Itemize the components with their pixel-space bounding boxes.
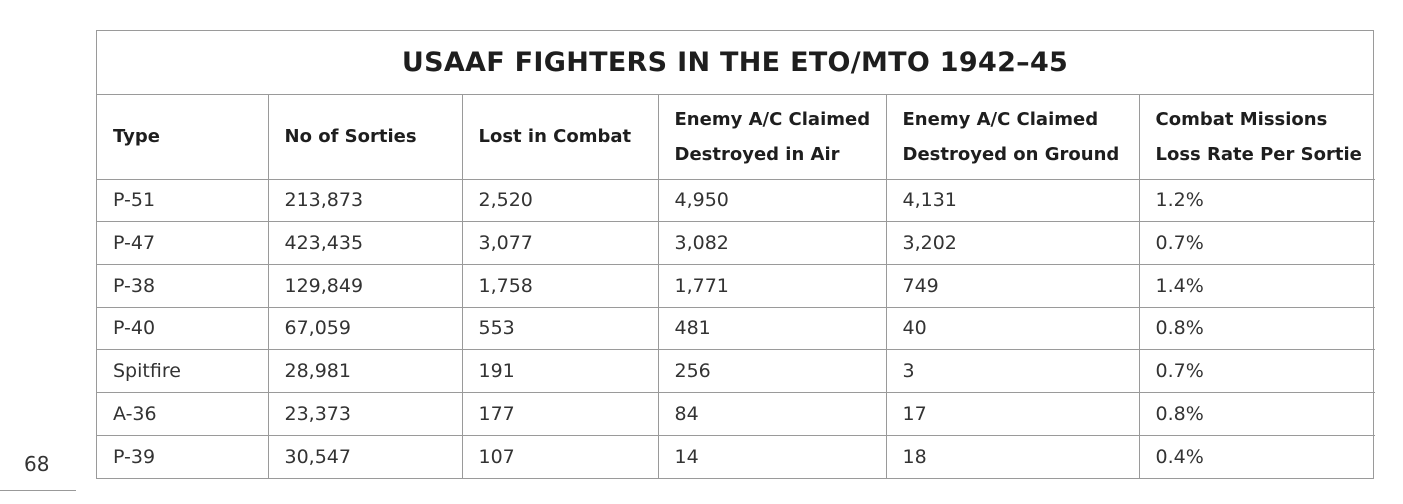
cell-air: 481 [658,307,887,351]
cell-sorties: 423,435 [268,221,463,265]
cell-loss-rate: 0.8% [1139,392,1375,436]
cell-air: 3,082 [658,221,887,265]
cell-loss-rate: 0.7% [1139,221,1375,265]
cell-ground: 3 [886,349,1140,393]
table-row: P-38 129,849 1,758 1,771 749 1.4% [97,264,1375,308]
cell-sorties: 129,849 [268,264,463,308]
table-row: Spitfire 28,981 191 256 3 0.7% [97,349,1375,393]
cell-lost: 2,520 [462,179,659,223]
cell-sorties: 30,547 [268,435,463,478]
cell-loss-rate: 1.4% [1139,264,1375,308]
header-lost-in-combat: Lost in Combat [462,95,659,180]
cell-lost: 3,077 [462,221,659,265]
cell-ground: 40 [886,307,1140,351]
header-type: Type [97,95,269,180]
header-sorties-line-1: No of Sorties [284,126,417,148]
cell-ground: 3,202 [886,221,1140,265]
page-number: 68 [24,452,50,476]
cell-air: 1,771 [658,264,887,308]
header-row: Type No of Sorties Lost in Combat Enemy … [97,95,1375,180]
header-air-line-2: Destroyed in Air [674,143,840,165]
header-ground-line-1: Enemy A/C Claimed [902,108,1099,130]
cell-sorties: 67,059 [268,307,463,351]
table-row: P-47 423,435 3,077 3,082 3,202 0.7% [97,221,1375,265]
fighters-table: Type No of Sorties Lost in Combat Enemy … [97,95,1375,478]
cell-type: P-51 [97,179,269,223]
table-row: A-36 23,373 177 84 17 0.8% [97,392,1375,436]
cell-loss-rate: 0.8% [1139,307,1375,351]
cell-air: 4,950 [658,179,887,223]
cell-air: 256 [658,349,887,393]
cell-ground: 749 [886,264,1140,308]
cell-type: P-39 [97,435,269,478]
header-sorties: No of Sorties [268,95,463,180]
cell-type: P-40 [97,307,269,351]
table-row: P-39 30,547 107 14 18 0.4% [97,435,1375,478]
cell-type: Spitfire [97,349,269,393]
cell-lost: 177 [462,392,659,436]
cell-type: A-36 [97,392,269,436]
table-title: USAAF FIGHTERS IN THE ETO/MTO 1942–45 [97,31,1373,95]
header-type-line-1: Type [113,126,160,148]
cell-type: P-47 [97,221,269,265]
cell-ground: 18 [886,435,1140,478]
fighters-table-container: USAAF FIGHTERS IN THE ETO/MTO 1942–45 Ty… [96,30,1375,479]
cell-sorties: 213,873 [268,179,463,223]
cell-lost: 1,758 [462,264,659,308]
page-rule [0,490,76,491]
header-air-line-1: Enemy A/C Claimed [674,108,871,130]
header-ground-line-2: Destroyed on Ground [902,143,1120,165]
cell-sorties: 23,373 [268,392,463,436]
cell-ground: 17 [886,392,1140,436]
cell-lost: 107 [462,435,659,478]
header-loss-line-2: Loss Rate Per Sortie [1155,143,1362,165]
cell-lost: 191 [462,349,659,393]
cell-loss-rate: 1.2% [1139,179,1375,223]
cell-air: 84 [658,392,887,436]
header-lost-line-1: Lost in Combat [478,126,632,148]
cell-air: 14 [658,435,887,478]
cell-lost: 553 [462,307,659,351]
cell-type: P-38 [97,264,269,308]
cell-loss-rate: 0.7% [1139,349,1375,393]
cell-loss-rate: 0.4% [1155,445,1204,468]
table-row: P-40 67,059 553 481 40 0.8% [97,307,1375,351]
table-row: P-51 213,873 2,520 4,950 4,131 1.2% [97,179,1375,223]
cell-ground: 4,131 [886,179,1140,223]
header-destroyed-in-air: Enemy A/C Claimed Destroyed in Air [658,95,887,180]
header-destroyed-on-ground: Enemy A/C Claimed Destroyed on Ground [886,95,1140,180]
header-loss-rate: Combat Missions Loss Rate Per Sortie [1139,95,1375,180]
header-loss-line-1: Combat Missions [1155,108,1328,130]
cell-sorties: 28,981 [268,349,463,393]
